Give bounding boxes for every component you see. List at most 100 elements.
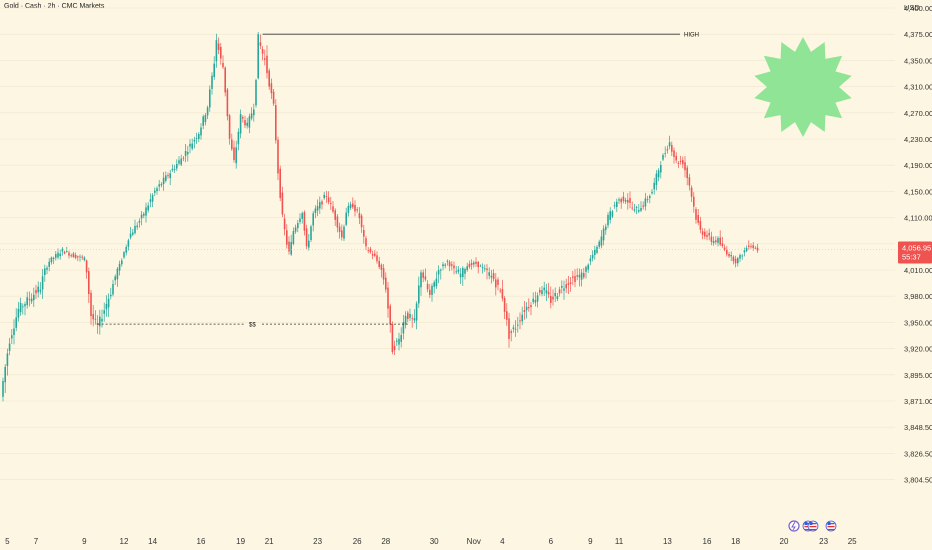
- candle-body: [358, 213, 361, 219]
- candle-body: [127, 240, 130, 247]
- candle-body: [609, 211, 611, 220]
- candle: [369, 246, 372, 254]
- candle: [292, 227, 295, 246]
- candle: [446, 259, 449, 266]
- candle-body: [605, 226, 607, 231]
- candle-body: [77, 256, 79, 258]
- candle: [237, 128, 240, 151]
- candle-body: [543, 287, 545, 291]
- x-tick-label: 4: [500, 537, 505, 546]
- flag-stripe: [827, 523, 835, 525]
- candle-body: [154, 190, 156, 193]
- candle: [85, 259, 88, 279]
- candle-body: [310, 226, 312, 240]
- candle-body: [431, 285, 433, 295]
- candle: [697, 209, 699, 226]
- lightning-event-icon[interactable]: [788, 520, 800, 532]
- candle: [129, 227, 132, 240]
- candle-body: [611, 211, 614, 217]
- candle-body: [44, 268, 46, 276]
- candle-body: [286, 230, 288, 245]
- candle: [334, 208, 336, 226]
- candle: [611, 209, 614, 219]
- candle: [589, 255, 592, 266]
- flag-canton: [809, 522, 813, 525]
- candle-body: [723, 247, 726, 250]
- candle: [114, 274, 116, 285]
- candle-body: [112, 283, 114, 295]
- candle-body: [466, 266, 468, 270]
- candle: [11, 329, 13, 344]
- candle-body: [6, 353, 9, 367]
- candle: [107, 293, 110, 317]
- candle: [503, 296, 506, 319]
- candle-body: [701, 231, 704, 235]
- star-badge-shape: [754, 37, 852, 137]
- candle: [620, 197, 622, 209]
- candle-body: [277, 139, 279, 174]
- candle-body: [426, 283, 429, 290]
- candle: [396, 338, 398, 347]
- candle: [635, 205, 638, 215]
- candle: [310, 224, 312, 243]
- time-axis[interactable]: 5 7 9 12 14 16 19 21 23 26 28 30 Nov 4 6 9 11 13 16 18 20 23 2…: [5, 537, 857, 546]
- candle: [347, 202, 350, 217]
- candle: [147, 202, 149, 213]
- y-tick-label: 4,350.00: [904, 56, 932, 65]
- candle-body: [308, 240, 310, 248]
- candle-body: [239, 114, 242, 134]
- candle-body: [48, 261, 50, 267]
- candle: [715, 236, 717, 245]
- candle: [314, 205, 317, 219]
- last-price-tag[interactable]: [898, 241, 932, 264]
- candle-body: [81, 256, 83, 258]
- countdown-timer: 55:37: [902, 252, 921, 261]
- candle-body: [635, 207, 638, 208]
- candle: [382, 264, 385, 285]
- candle: [433, 280, 435, 294]
- candle: [407, 310, 409, 323]
- candle: [673, 147, 675, 164]
- candle: [657, 168, 660, 182]
- last-price-value: 4,056.95: [902, 243, 931, 252]
- candle: [525, 302, 528, 319]
- candle: [387, 282, 389, 318]
- candle: [585, 265, 587, 279]
- candle: [204, 112, 207, 126]
- candle: [294, 224, 297, 234]
- candle: [754, 246, 757, 250]
- candle-body: [365, 238, 367, 247]
- candle-body: [11, 335, 13, 339]
- candle-body: [743, 250, 746, 253]
- candle-body: [222, 62, 224, 68]
- candle-body: [719, 237, 721, 245]
- candle-body: [741, 255, 743, 257]
- candle: [178, 156, 180, 166]
- candle-body: [534, 300, 537, 303]
- candle-body: [162, 177, 165, 185]
- candle-body: [281, 192, 284, 215]
- candle: [268, 68, 270, 90]
- us-flag-icon[interactable]: [825, 520, 837, 532]
- candle-body: [156, 188, 158, 192]
- candle-body: [26, 297, 28, 306]
- candle: [330, 196, 332, 210]
- candle: [649, 194, 651, 204]
- candle: [477, 260, 479, 274]
- candle: [299, 213, 301, 225]
- candle: [92, 305, 94, 327]
- candle: [415, 301, 418, 330]
- candle-body: [369, 248, 372, 253]
- candle-body: [74, 254, 77, 258]
- candle-body: [180, 158, 182, 165]
- candle: [308, 233, 310, 251]
- us-flag-icon[interactable]: [807, 520, 819, 532]
- candle: [244, 115, 246, 129]
- candle: [143, 211, 145, 219]
- candle-body: [321, 201, 323, 205]
- candle-body: [118, 263, 121, 271]
- candle: [708, 228, 710, 241]
- candle-body: [99, 316, 101, 327]
